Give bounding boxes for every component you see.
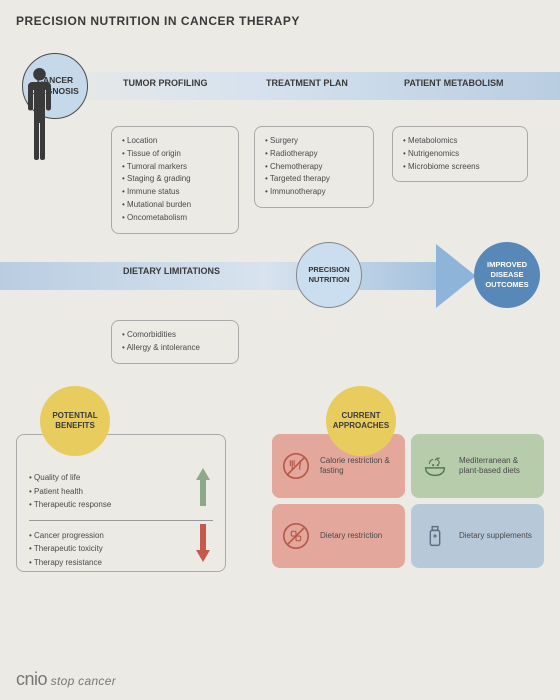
list-item: Comorbidities (122, 329, 228, 342)
bottom-flow-row: DIETARY LIMITATIONS PRECISION NUTRITION … (16, 242, 544, 312)
list-item: Nutrigenomics (403, 148, 517, 161)
benefits-up-list: Quality of life Patient health Therapeut… (29, 471, 213, 512)
list-item: Therapeutic response (29, 498, 213, 512)
tumor-list: Location Tissue of origin Tumoral marker… (122, 135, 228, 225)
list-item: Immunotherapy (265, 186, 363, 199)
treatment-plan-header: TREATMENT PLAN (266, 78, 348, 89)
list-item: Oncometabolism (122, 212, 228, 225)
arrow-down-icon (194, 522, 212, 569)
metabolism-list: Metabolomics Nutrigenomics Microbiome sc… (403, 135, 517, 173)
dietary-limitations-box: Comorbidities Allergy & intolerance (111, 320, 239, 364)
list-item: Therapeutic toxicity (29, 542, 213, 556)
list-item: Tissue of origin (122, 148, 228, 161)
page-title: PRECISION NUTRITION IN CANCER THERAPY (16, 14, 544, 28)
tile-dietary-restriction: Dietary restriction (272, 504, 405, 568)
arrow-up-icon (194, 466, 212, 513)
list-item: Immune status (122, 186, 228, 199)
list-item: Cancer progression (29, 529, 213, 543)
salad-bowl-icon (419, 450, 451, 482)
bottom-section: POTENTIAL BENEFITS CURRENT APPROACHES Qu… (16, 394, 544, 594)
arrow-head-icon (436, 244, 476, 308)
list-item: Quality of life (29, 471, 213, 485)
top-flow-row: CANCER DIAGNOSIS TUMOR PROFILING TREATME… (16, 48, 544, 118)
dietary-limitations-header: DIETARY LIMITATIONS (123, 266, 220, 277)
dietary-restriction-icon (280, 520, 312, 552)
improved-outcomes-node: IMPROVED DISEASE OUTCOMES (474, 242, 540, 308)
tumor-profiling-header: TUMOR PROFILING (123, 78, 208, 89)
treatment-plan-box: Surgery Radiotherapy Chemotherapy Target… (254, 126, 374, 208)
list-item: Staging & grading (122, 173, 228, 186)
list-item: Chemotherapy (265, 161, 363, 174)
list-item: Targeted therapy (265, 173, 363, 186)
list-item: Allergy & intolerance (122, 342, 228, 355)
list-item: Location (122, 135, 228, 148)
tile-label: Calorie restriction & fasting (320, 456, 397, 477)
supplement-bottle-icon (419, 520, 451, 552)
list-item: Radiotherapy (265, 148, 363, 161)
brand-tagline: stop cancer (51, 674, 116, 688)
tile-label: Dietary restriction (320, 531, 397, 541)
list-item: Therapy resistance (29, 556, 213, 570)
tumor-profiling-box: Location Tissue of origin Tumoral marker… (111, 126, 239, 234)
benefits-down-list: Cancer progression Therapeutic toxicity … (29, 529, 213, 570)
list-item: Microbiome screens (403, 161, 517, 174)
tile-mediterranean: Mediterranean & plant-based diets (411, 434, 544, 498)
flow-gradient-bottom (0, 262, 440, 290)
approaches-grid: Calorie restriction & fasting Mediterran… (272, 434, 544, 568)
human-silhouette-icon (22, 68, 57, 165)
divider (29, 520, 213, 521)
detail-boxes-row-2: Comorbidities Allergy & intolerance (16, 320, 544, 380)
list-item: Mutational burden (122, 199, 228, 212)
footer: cnio stop cancer (16, 669, 116, 690)
calorie-restriction-icon (280, 450, 312, 482)
precision-nutrition-node: PRECISION NUTRITION (296, 242, 362, 308)
treatment-list: Surgery Radiotherapy Chemotherapy Target… (265, 135, 363, 199)
patient-metabolism-box: Metabolomics Nutrigenomics Microbiome sc… (392, 126, 528, 182)
dietary-list: Comorbidities Allergy & intolerance (122, 329, 228, 355)
patient-metabolism-header: PATIENT METABOLISM (404, 78, 504, 89)
potential-benefits-node: POTENTIAL BENEFITS (40, 386, 110, 456)
current-approaches-node: CURRENT APPROACHES (326, 386, 396, 456)
list-item: Metabolomics (403, 135, 517, 148)
tile-label: Mediterranean & plant-based diets (459, 456, 536, 477)
list-item: Surgery (265, 135, 363, 148)
detail-boxes-row-1: Location Tissue of origin Tumoral marker… (16, 126, 544, 234)
tile-supplements: Dietary supplements (411, 504, 544, 568)
list-item: Tumoral markers (122, 161, 228, 174)
brand-logo: cnio (16, 669, 47, 689)
list-item: Patient health (29, 485, 213, 499)
tile-label: Dietary supplements (459, 531, 536, 541)
